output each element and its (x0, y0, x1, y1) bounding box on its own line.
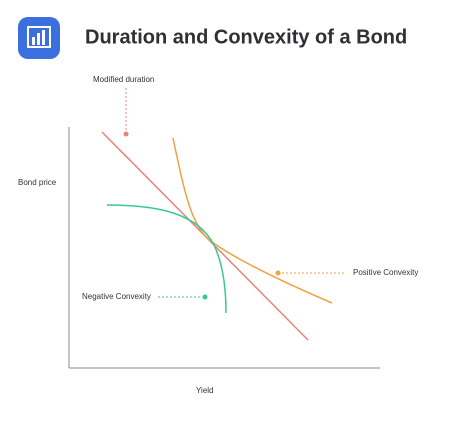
negative-convexity-curve (106, 204, 227, 314)
leader-dot (275, 270, 281, 276)
title: Duration and Convexity of a Bond (85, 26, 407, 48)
y-axis-label: Bond price (18, 178, 57, 187)
modified-duration-label: Modified duration (93, 75, 154, 84)
negative-convexity-label: Negative Convexity (82, 292, 151, 301)
leader-dot (202, 294, 208, 300)
positive-convexity-label: Positive Convexity (353, 268, 418, 277)
logo-icon (18, 17, 60, 59)
x-axis-label: Yield (196, 386, 214, 395)
leader-dot (123, 131, 129, 137)
